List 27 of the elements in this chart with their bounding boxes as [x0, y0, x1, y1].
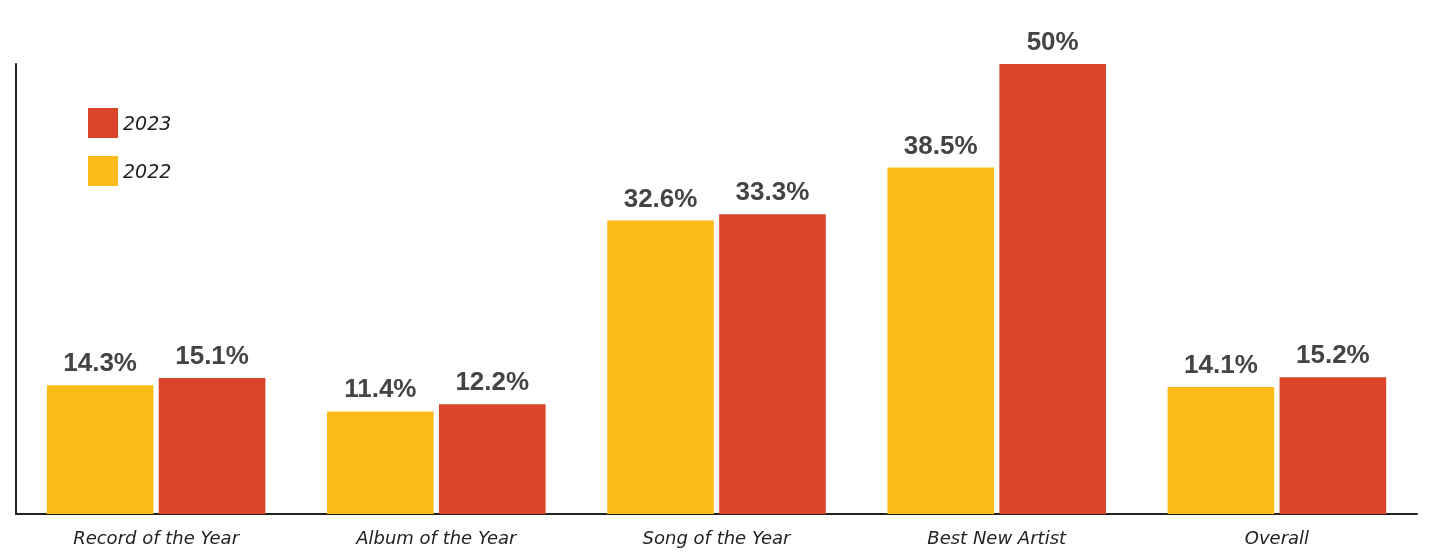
data-label: 33.3%	[735, 176, 810, 207]
bar	[46, 385, 154, 514]
x-tick-label: Song of the Year	[642, 526, 793, 548]
data-label: 14.1%	[1184, 349, 1258, 380]
data-label: 12.2%	[455, 366, 530, 397]
bar	[1167, 387, 1275, 514]
bar	[607, 220, 714, 514]
bar	[327, 411, 434, 514]
data-label: 50%	[1026, 26, 1079, 56]
data-label: 32.6%	[623, 182, 698, 213]
data-label: 38.5%	[903, 129, 978, 160]
bar	[438, 404, 546, 514]
bar	[887, 167, 995, 514]
data-label: 11.4%	[344, 373, 417, 404]
legend-label: 2022	[123, 160, 172, 182]
bar	[719, 214, 826, 514]
x-tick-label: Best New Artist	[927, 526, 1068, 548]
data-label: 15.2%	[1296, 339, 1370, 370]
data-label: 14.3%	[63, 347, 137, 378]
x-tick-label: Record of the Year	[73, 526, 241, 548]
bar	[158, 378, 266, 514]
x-tick-label: Overall	[1244, 526, 1310, 548]
bar	[999, 64, 1106, 514]
bar	[1279, 377, 1387, 514]
data-label: 15.1%	[175, 340, 249, 371]
x-tick-label: Album of the Year	[355, 526, 519, 548]
legend-label: 2023	[123, 112, 172, 134]
